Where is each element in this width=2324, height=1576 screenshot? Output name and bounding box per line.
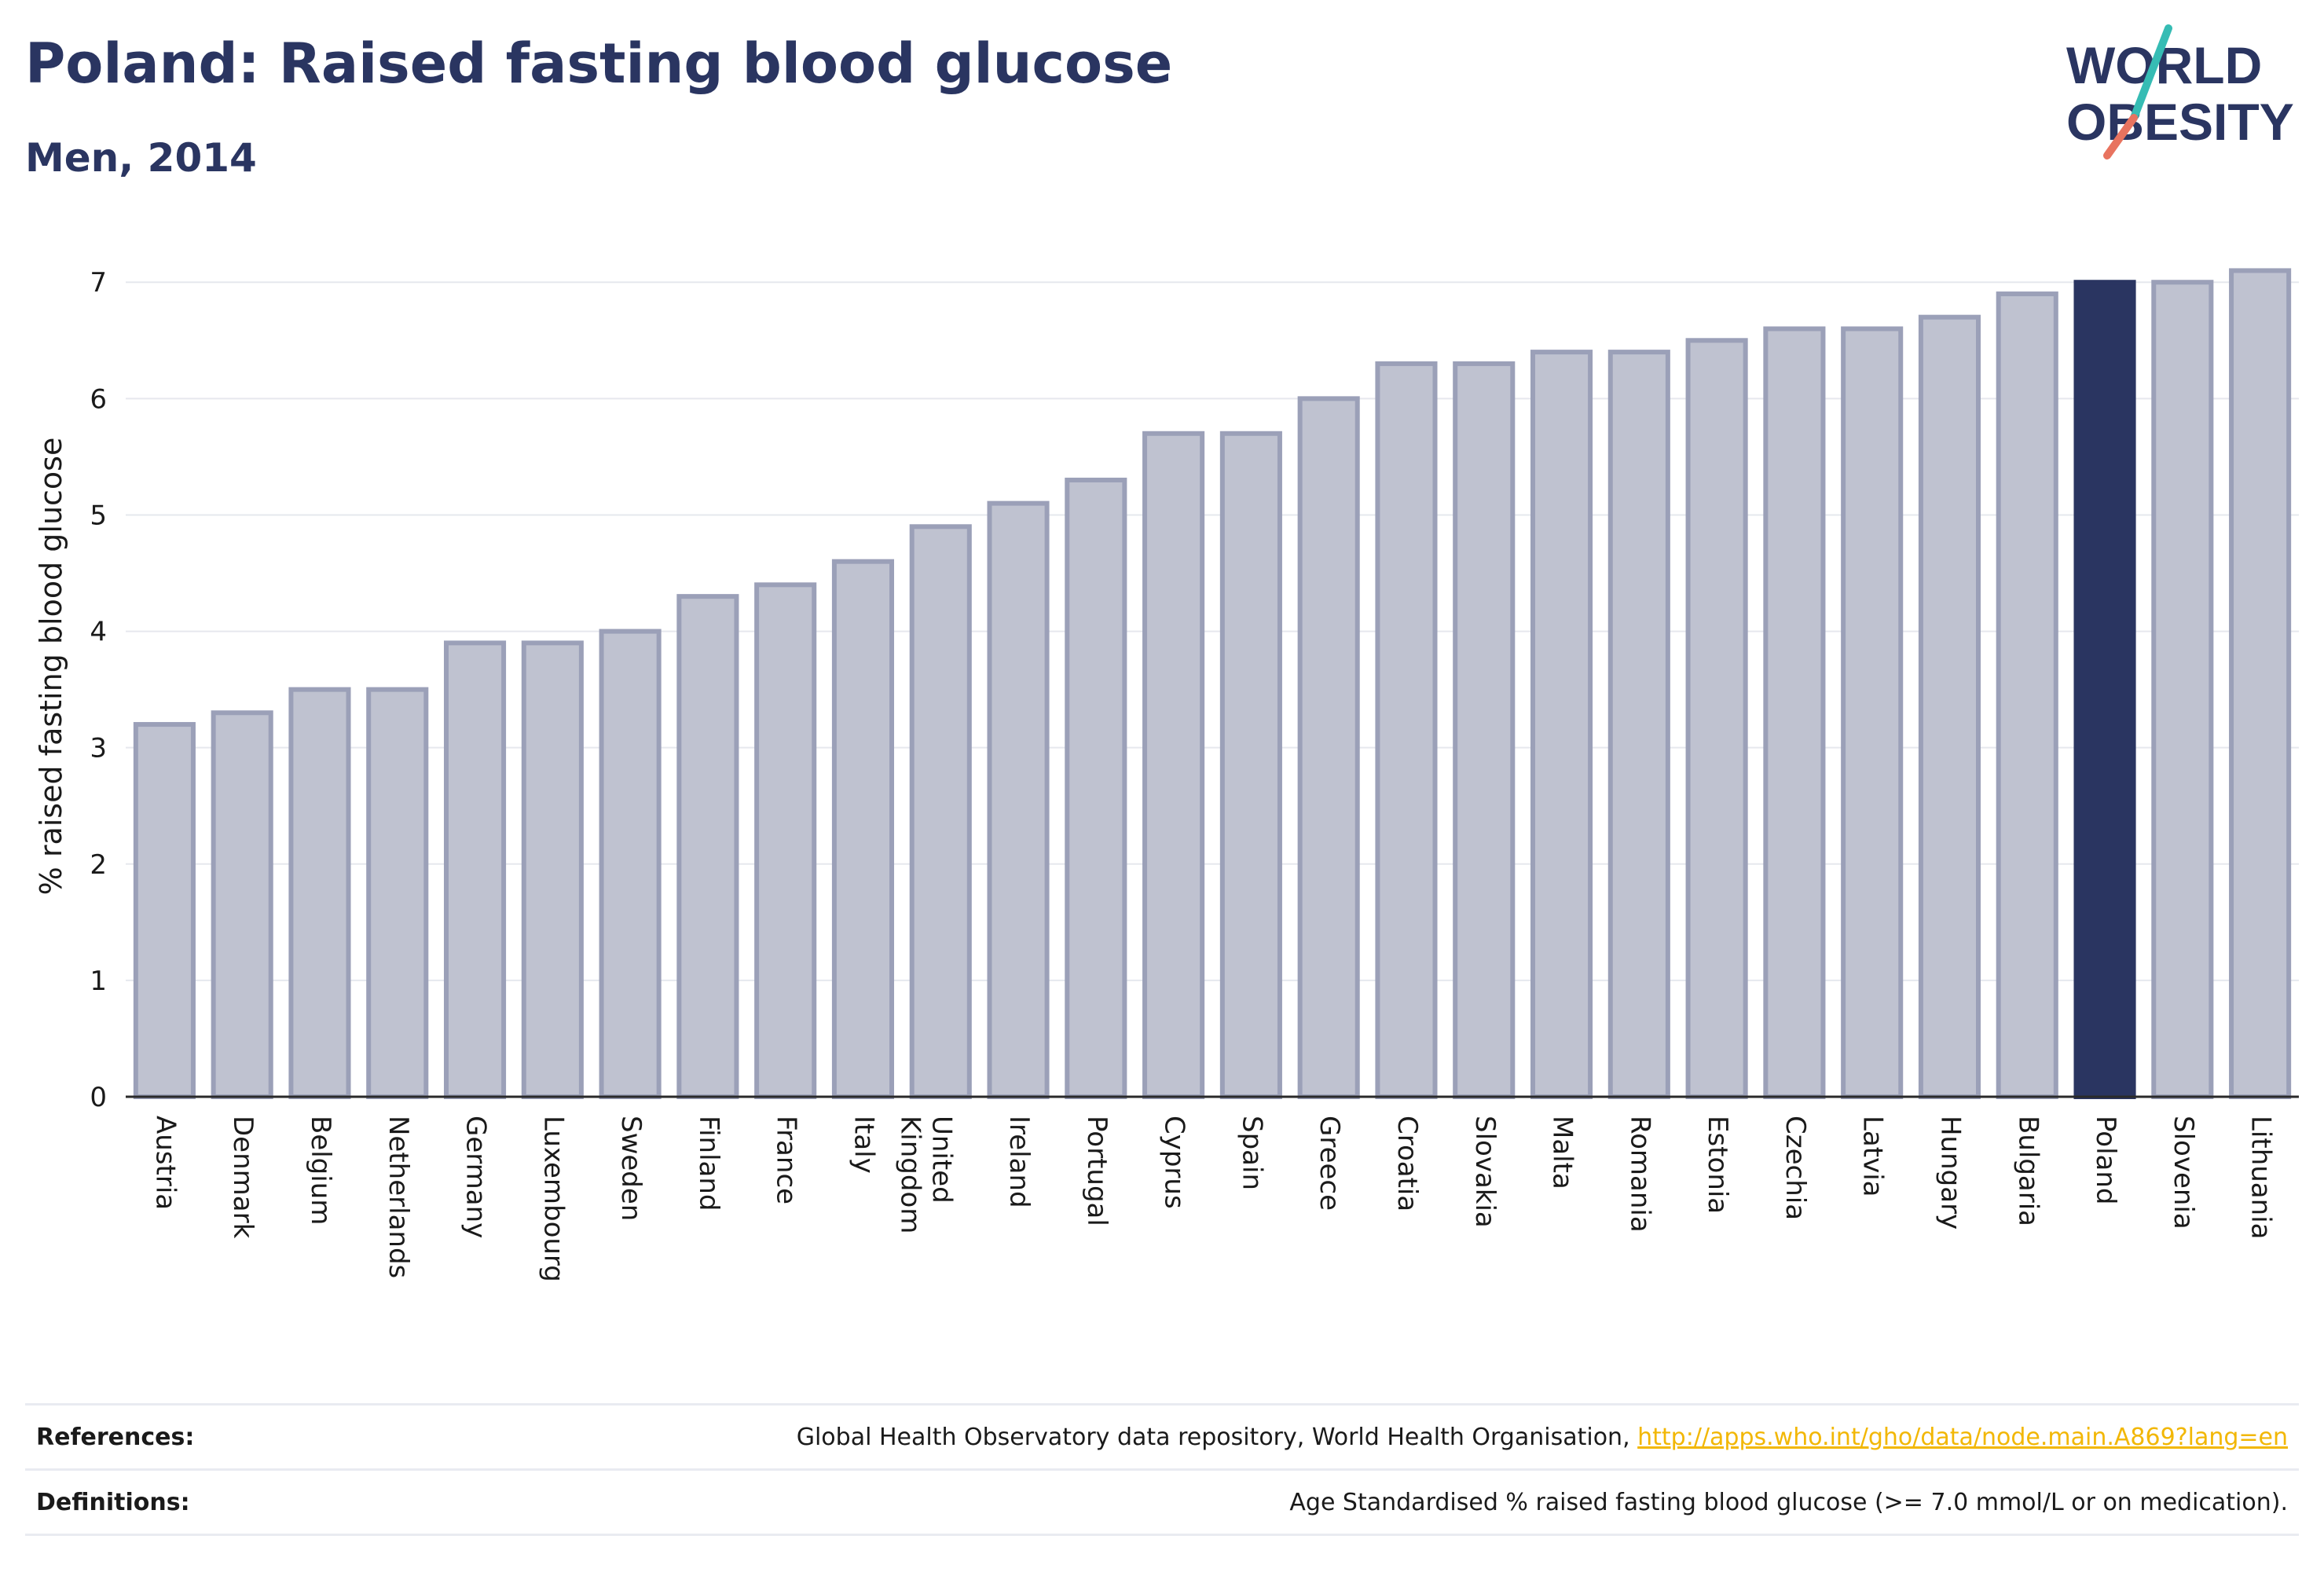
world-obesity-logo: WORLD OBESITY (2066, 24, 2294, 159)
bar-lithuania (2229, 268, 2292, 1100)
chart-footer: References: Global Health Observatory da… (25, 1403, 2299, 1536)
definitions-label: Definitions: (36, 1488, 190, 1516)
logo-slash-teal (2130, 24, 2172, 122)
bar-netherlands (366, 687, 429, 1099)
bars (133, 268, 2292, 1100)
references-text: Global Health Observatory data repositor… (796, 1423, 1638, 1451)
bar-luxembourg (521, 640, 584, 1099)
bar-slovenia (2151, 280, 2214, 1099)
x-tick-label: Estonia (1702, 1116, 1733, 1214)
x-tick-label: Finland (693, 1116, 724, 1211)
references-row: References: Global Health Observatory da… (25, 1403, 2299, 1468)
bar-greece (1297, 396, 1360, 1099)
bar-poland (2073, 280, 2136, 1099)
y-tick-label: 3 (90, 733, 107, 764)
bar-france (754, 582, 817, 1099)
x-tick-label: Lithuania (2245, 1116, 2277, 1239)
x-tick-label: United (926, 1116, 957, 1204)
bar-chart: 0 1 2 3 4 5 6 7 Austria Denmark Belgium Netherland… (34, 267, 2299, 1282)
x-tick-label: Ireland (1003, 1116, 1035, 1208)
y-tick-label: 1 (90, 966, 107, 997)
x-tick-label: Hungary (1934, 1116, 1966, 1230)
bar-croatia (1375, 361, 1438, 1099)
x-tick-label: Kingdom (894, 1116, 926, 1233)
bar-united-kingdom (909, 524, 972, 1099)
bar-ireland (987, 500, 1050, 1099)
x-tick-label: Italy (848, 1116, 879, 1174)
bar-bulgaria (1996, 291, 2058, 1099)
references-link[interactable]: http://apps.who.int/gho/data/node.main.A… (1637, 1423, 2288, 1451)
x-tick-label: Denmark (227, 1116, 258, 1239)
definitions-value: Age Standardised % raised fasting blood … (1289, 1488, 2288, 1516)
x-tick-label: Poland (2090, 1116, 2121, 1205)
x-tick-label: Slovakia (1469, 1116, 1501, 1228)
bar-denmark (211, 710, 273, 1099)
x-tick-label: Netherlands (383, 1116, 414, 1278)
logo-slash-coral (2103, 114, 2138, 159)
bar-romania (1607, 350, 1670, 1099)
x-tick-label: Bulgaria (2012, 1116, 2044, 1226)
bar-portugal (1065, 478, 1127, 1099)
bar-hungary (1918, 314, 1981, 1100)
x-tick-label: France (771, 1116, 802, 1204)
y-tick-label: 6 (90, 383, 107, 415)
x-tick-label: Belgium (305, 1116, 336, 1225)
x-tick-label: Luxembourg (537, 1116, 569, 1282)
y-tick-label: 2 (90, 849, 107, 881)
x-tick-label: Romania (1624, 1116, 1655, 1233)
logo-word-obesity: OBESITY (2066, 93, 2294, 151)
y-axis-title: % raised fasting blood glucose (34, 438, 68, 896)
y-tick-label: 0 (90, 1082, 107, 1113)
x-tick-label: Austria (149, 1116, 181, 1210)
x-tick-label: Germany (460, 1116, 492, 1238)
bar-czechia (1763, 326, 1826, 1099)
bar-cyprus (1142, 431, 1205, 1099)
references-value: Global Health Observatory data repositor… (797, 1424, 2299, 1451)
bar-belgium (288, 687, 351, 1099)
bar-malta (1530, 350, 1593, 1099)
x-tick-label: Sweden (615, 1116, 647, 1221)
bar-sweden (599, 629, 662, 1099)
x-tick-label: Croatia (1391, 1116, 1423, 1211)
definitions-row: Definitions: Age Standardised % raised f… (25, 1468, 2299, 1536)
bar-austria (133, 722, 196, 1100)
x-tick-label: Spain (1236, 1116, 1267, 1190)
x-axis-labels: Austria Denmark Belgium Netherlands Germany L… (149, 1116, 2276, 1282)
x-tick-label: Czechia (1780, 1116, 1811, 1220)
x-tick-label: Cyprus (1159, 1116, 1190, 1209)
chart-title: Poland: Raised fasting blood glucose (25, 31, 1173, 96)
y-tick-label: 7 (90, 267, 107, 299)
x-tick-label: Greece (1314, 1116, 1345, 1211)
bar-germany (443, 640, 507, 1099)
y-tick-label: 4 (90, 617, 107, 648)
bar-spain (1219, 431, 1282, 1099)
bar-italy (831, 559, 895, 1099)
x-tick-label: Latvia (1857, 1116, 1889, 1197)
x-tick-label: Malta (1547, 1116, 1578, 1189)
x-tick-label: Slovenia (2168, 1116, 2199, 1230)
chart-subtitle: Men, 2014 (25, 135, 257, 181)
x-tick-label: Portugal (1081, 1116, 1113, 1226)
bar-slovakia (1453, 361, 1516, 1099)
references-label: References: (36, 1423, 195, 1451)
y-tick-label: 5 (90, 500, 107, 531)
bar-latvia (1841, 326, 1904, 1099)
y-axis-ticks: 0 1 2 3 4 5 6 7 (90, 267, 107, 1113)
bar-finland (676, 594, 739, 1099)
bar-estonia (1685, 338, 1748, 1099)
